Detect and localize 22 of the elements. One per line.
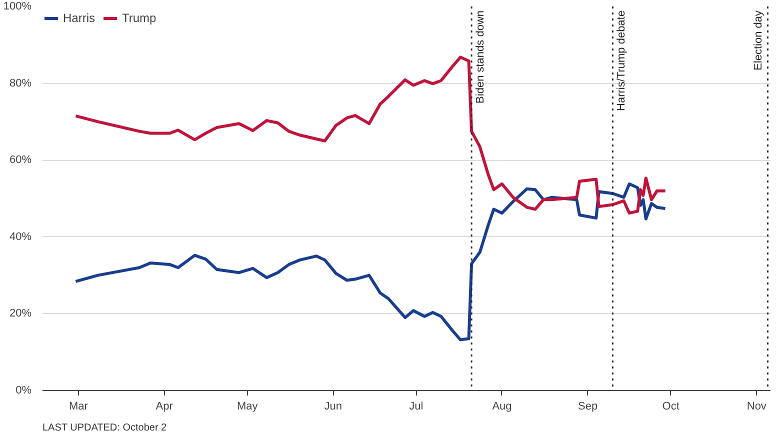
x-tick-label: Jul — [409, 400, 424, 412]
x-tick-label: Oct — [662, 400, 680, 412]
text: LAST UPDATED: October 2 — [42, 422, 168, 434]
line-series — [74, 182, 667, 342]
y-tick-label: 100% — [3, 0, 32, 12]
y-tick-label: 0% — [16, 384, 32, 396]
x-tick-label: Jun — [324, 400, 342, 412]
x-tick-label: Aug — [492, 400, 512, 412]
ref-line-label: Biden stands down — [474, 10, 487, 104]
x-tick-label: May — [236, 400, 258, 412]
y-tick-label: 40% — [9, 230, 32, 243]
legend-label: Harris — [63, 11, 95, 25]
legend-label: Trump — [122, 11, 156, 25]
ref-line-label: Election day — [752, 10, 765, 70]
ref-line-label: Harris/Trump debate — [616, 10, 628, 111]
x-tick-label: Apr — [156, 400, 174, 412]
y-tick-label: 80% — [9, 77, 32, 90]
x-tick-label: Mar — [69, 400, 88, 412]
x-tick-label: Sep — [578, 400, 598, 412]
y-tick-label: 60% — [9, 154, 32, 166]
x-tick-label: Nov — [746, 400, 767, 412]
y-tick-label: 20% — [9, 308, 32, 320]
